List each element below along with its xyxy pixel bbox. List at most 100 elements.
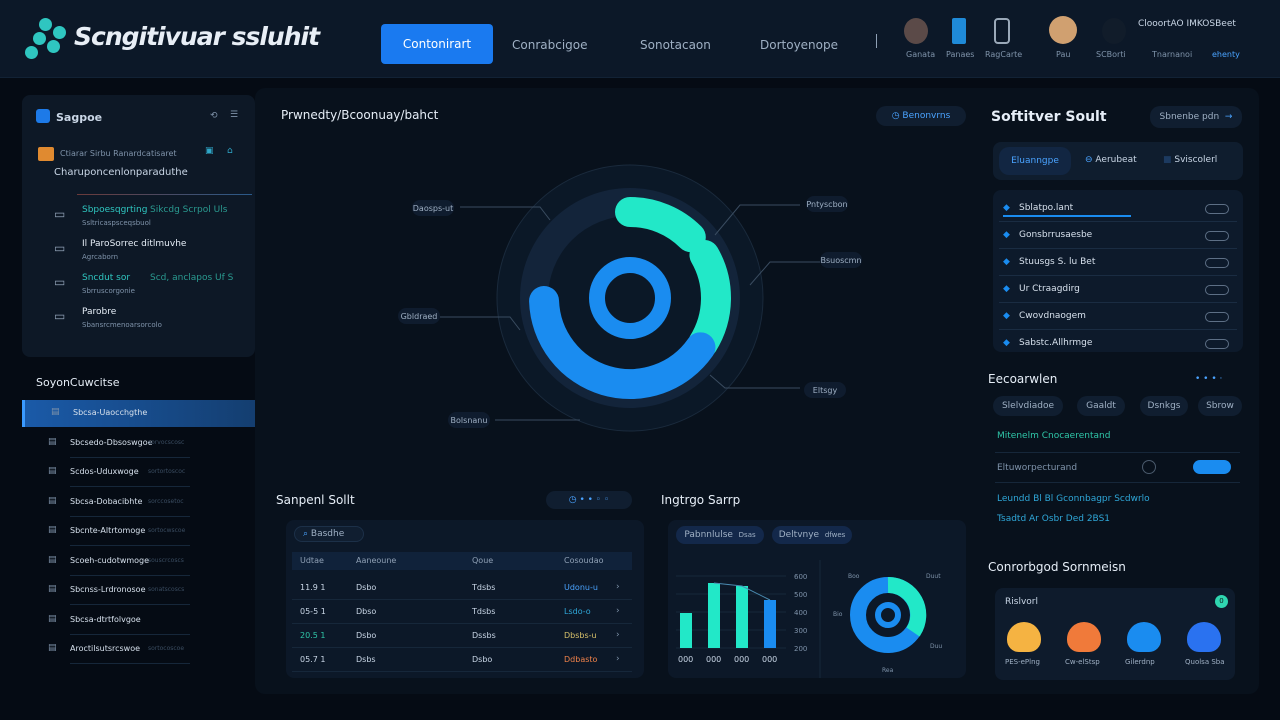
chip[interactable]: Pabnnlulse Dsas — [676, 526, 764, 544]
sidebar-nav-item[interactable]: ▤ Aroctilsutsrcswoe sortocoscoe — [22, 636, 255, 663]
sidebar-item-title[interactable]: Parobre — [82, 307, 117, 317]
sidebar-nav-item[interactable]: ▤ Scdos-Uduxwoge sortortoscoc — [22, 459, 255, 486]
nav-label: Aroctilsutsrcswoe — [70, 644, 141, 653]
table-cell: 20.5 1 — [300, 631, 326, 640]
toggle-switch[interactable] — [1205, 312, 1229, 322]
sidebar-card: Sagpoe ⟲ ☰ Ctiarar Sirbu Ranardcatisaret… — [22, 95, 255, 357]
column-header[interactable]: Cosoudao — [564, 556, 604, 565]
filter-chip[interactable]: Dsnkgs — [1140, 396, 1188, 416]
refresh-icon[interactable]: ⟲ — [210, 111, 218, 121]
search-input[interactable]: ⌕ Basdhe — [294, 526, 364, 542]
radio-button[interactable] — [1142, 460, 1156, 474]
column-header[interactable]: Qoue — [472, 556, 494, 565]
table-cell: 05-5 1 — [300, 607, 326, 616]
list-item[interactable]: ◆ Cwovdnaogem — [999, 304, 1237, 330]
sidebar-nav-item[interactable]: ▤ Scoeh-cudotwmoge souscrcoscs — [22, 548, 255, 575]
list-item[interactable]: ◆ Sabstc.Allhrmge — [999, 331, 1237, 357]
tab-active[interactable]: Eluanngpe — [999, 147, 1071, 175]
toggle-switch[interactable] — [1205, 231, 1229, 241]
table-cell: Ddbasto — [564, 655, 598, 664]
page-icon: ▤ — [48, 554, 57, 565]
account-sub: ehenty — [1212, 50, 1240, 59]
sidebar-item-title[interactable]: Sbpoesqgrting — [82, 205, 148, 215]
tab-label: Aerubeat — [1095, 155, 1137, 165]
select-dropdown[interactable]: Sbnenbe pdn → — [1150, 106, 1242, 128]
summary-circle[interactable] — [1007, 622, 1041, 652]
mini-donut-inner — [875, 602, 901, 628]
nav-meta: sonatscoscs — [148, 586, 185, 593]
filter-chip[interactable]: Sbrow — [1198, 396, 1242, 416]
filter-chip[interactable]: Slelvdiadoe — [993, 396, 1063, 416]
calendar-icon[interactable]: ▣ — [205, 146, 214, 156]
toggle-switch[interactable] — [1205, 285, 1229, 295]
laptop-icon: ▭ — [54, 309, 66, 323]
sidebar-item-extra: Sikcdg Scrpol Uls — [150, 205, 228, 215]
nav-tab-active[interactable]: Contonirart — [381, 24, 493, 64]
sidebar-nav-item[interactable]: ▤ Sbcsa-Uaocchgthe — [22, 400, 255, 427]
summary-circle[interactable] — [1067, 622, 1101, 652]
table-row[interactable] — [292, 576, 632, 600]
app-logo: Scngitivuar ssluhit — [74, 22, 320, 51]
column-header[interactable]: Udtae — [300, 556, 324, 565]
bookmark-icon[interactable] — [952, 18, 966, 44]
toggle-switch[interactable] — [1205, 204, 1229, 214]
mini-donut-label: Duut — [926, 573, 941, 580]
toggle-switch[interactable] — [1205, 258, 1229, 268]
sidebar-nav-item[interactable]: ▤ Sbcsedo-Dbsoswgoe sorvocscosc — [22, 430, 255, 457]
monitor-icon: ▭ — [54, 207, 66, 221]
filter-chip[interactable]: Gaaldt — [1077, 396, 1125, 416]
list-item[interactable]: ◆ Ur Ctraagdirg — [999, 277, 1237, 303]
info-line: Mitenelm Cnocaerentand — [997, 431, 1111, 441]
x-tick-label: 000 — [678, 655, 693, 664]
user-sub: Charuponcenlonparaduthe — [54, 167, 188, 178]
sidebar-nav-item[interactable]: ▤ Sbcnte-Altrtomoge sortocwscoe — [22, 518, 255, 545]
nav-tab[interactable]: Dortoyenope — [760, 38, 838, 52]
sidebar-nav-item[interactable]: ▤ Sbcnss-Lrdronosoe sonatscoscs — [22, 577, 255, 604]
avatar[interactable] — [1049, 16, 1077, 44]
item-label: Gonsbrrusaesbe — [1019, 230, 1093, 240]
table-cell: Dbso — [356, 607, 377, 616]
list-item[interactable]: ◆ Sblatpo.lant — [999, 196, 1237, 222]
table-card: ⌕ Basdhe Udtae Aaneoune Qoue Cosoudao 11.9 1… — [286, 520, 644, 678]
y-tick-label: 300 — [794, 627, 807, 635]
summary-circle[interactable] — [1127, 622, 1161, 652]
chip[interactable]: Deltvnye dfwes — [772, 526, 852, 544]
table-header — [292, 552, 632, 570]
icon-label: SCBorti — [1096, 50, 1126, 59]
table-row[interactable] — [292, 600, 632, 624]
menu-icon[interactable]: ☰ — [230, 110, 239, 120]
sidebar-nav-item[interactable]: ▤ Sbcsa-dtrtfolvgoe — [22, 607, 255, 634]
toggle-switch-on[interactable] — [1193, 460, 1231, 474]
nav-tab[interactable]: Conrabcigoe — [512, 38, 588, 52]
filter-button[interactable]: ◷ Benonvrns — [876, 106, 966, 126]
sidebar-nav-item[interactable]: ▤ Sbcsa-Dobacibhte sorccosetoc — [22, 489, 255, 516]
right-section-title: Eecoarwlen — [988, 372, 1058, 386]
column-header[interactable]: Aaneoune — [356, 556, 397, 565]
page-icon: ▤ — [48, 495, 57, 506]
nav-tab[interactable]: Sonotacaon — [640, 38, 711, 52]
sidebar-item-title[interactable]: Sncdut sor — [82, 273, 131, 283]
table-toolbar[interactable]: ◷ • • ◦ ◦ — [546, 491, 632, 509]
bell-icon[interactable] — [1102, 18, 1126, 44]
list-item[interactable]: ◆ Stuusgs S. lu Bet — [999, 250, 1237, 276]
chevron-right-icon[interactable]: › — [616, 582, 620, 592]
insights-title: Ingtrgo Sarrp — [661, 493, 741, 507]
search-label: Basdhe — [310, 529, 345, 539]
user-icon[interactable] — [904, 18, 928, 44]
tab[interactable]: ⊖ Aerubeat — [1085, 155, 1137, 165]
tab[interactable]: ■ Sviscolerl — [1163, 155, 1218, 165]
summary-circle[interactable] — [1187, 622, 1221, 652]
bottle-icon[interactable] — [994, 18, 1010, 44]
list-item[interactable]: ◆ Gonsbrrusaesbe — [999, 223, 1237, 249]
chevron-right-icon[interactable]: › — [616, 606, 620, 616]
account-name[interactable]: ClooortAO IMKOSBeet — [1138, 19, 1236, 29]
toggle-switch[interactable] — [1205, 339, 1229, 349]
home-icon[interactable]: ⌂ — [227, 146, 233, 156]
nav-meta: souscrcoscs — [148, 556, 184, 564]
table-row[interactable] — [292, 624, 632, 648]
sidebar-item-title[interactable]: Il ParoSorrec ditlmuvhe — [82, 239, 187, 249]
pager-dots[interactable]: • • • · — [1195, 374, 1223, 384]
chevron-right-icon[interactable]: › — [616, 630, 620, 640]
chevron-right-icon[interactable]: › — [616, 654, 620, 664]
table-row[interactable] — [292, 648, 632, 672]
